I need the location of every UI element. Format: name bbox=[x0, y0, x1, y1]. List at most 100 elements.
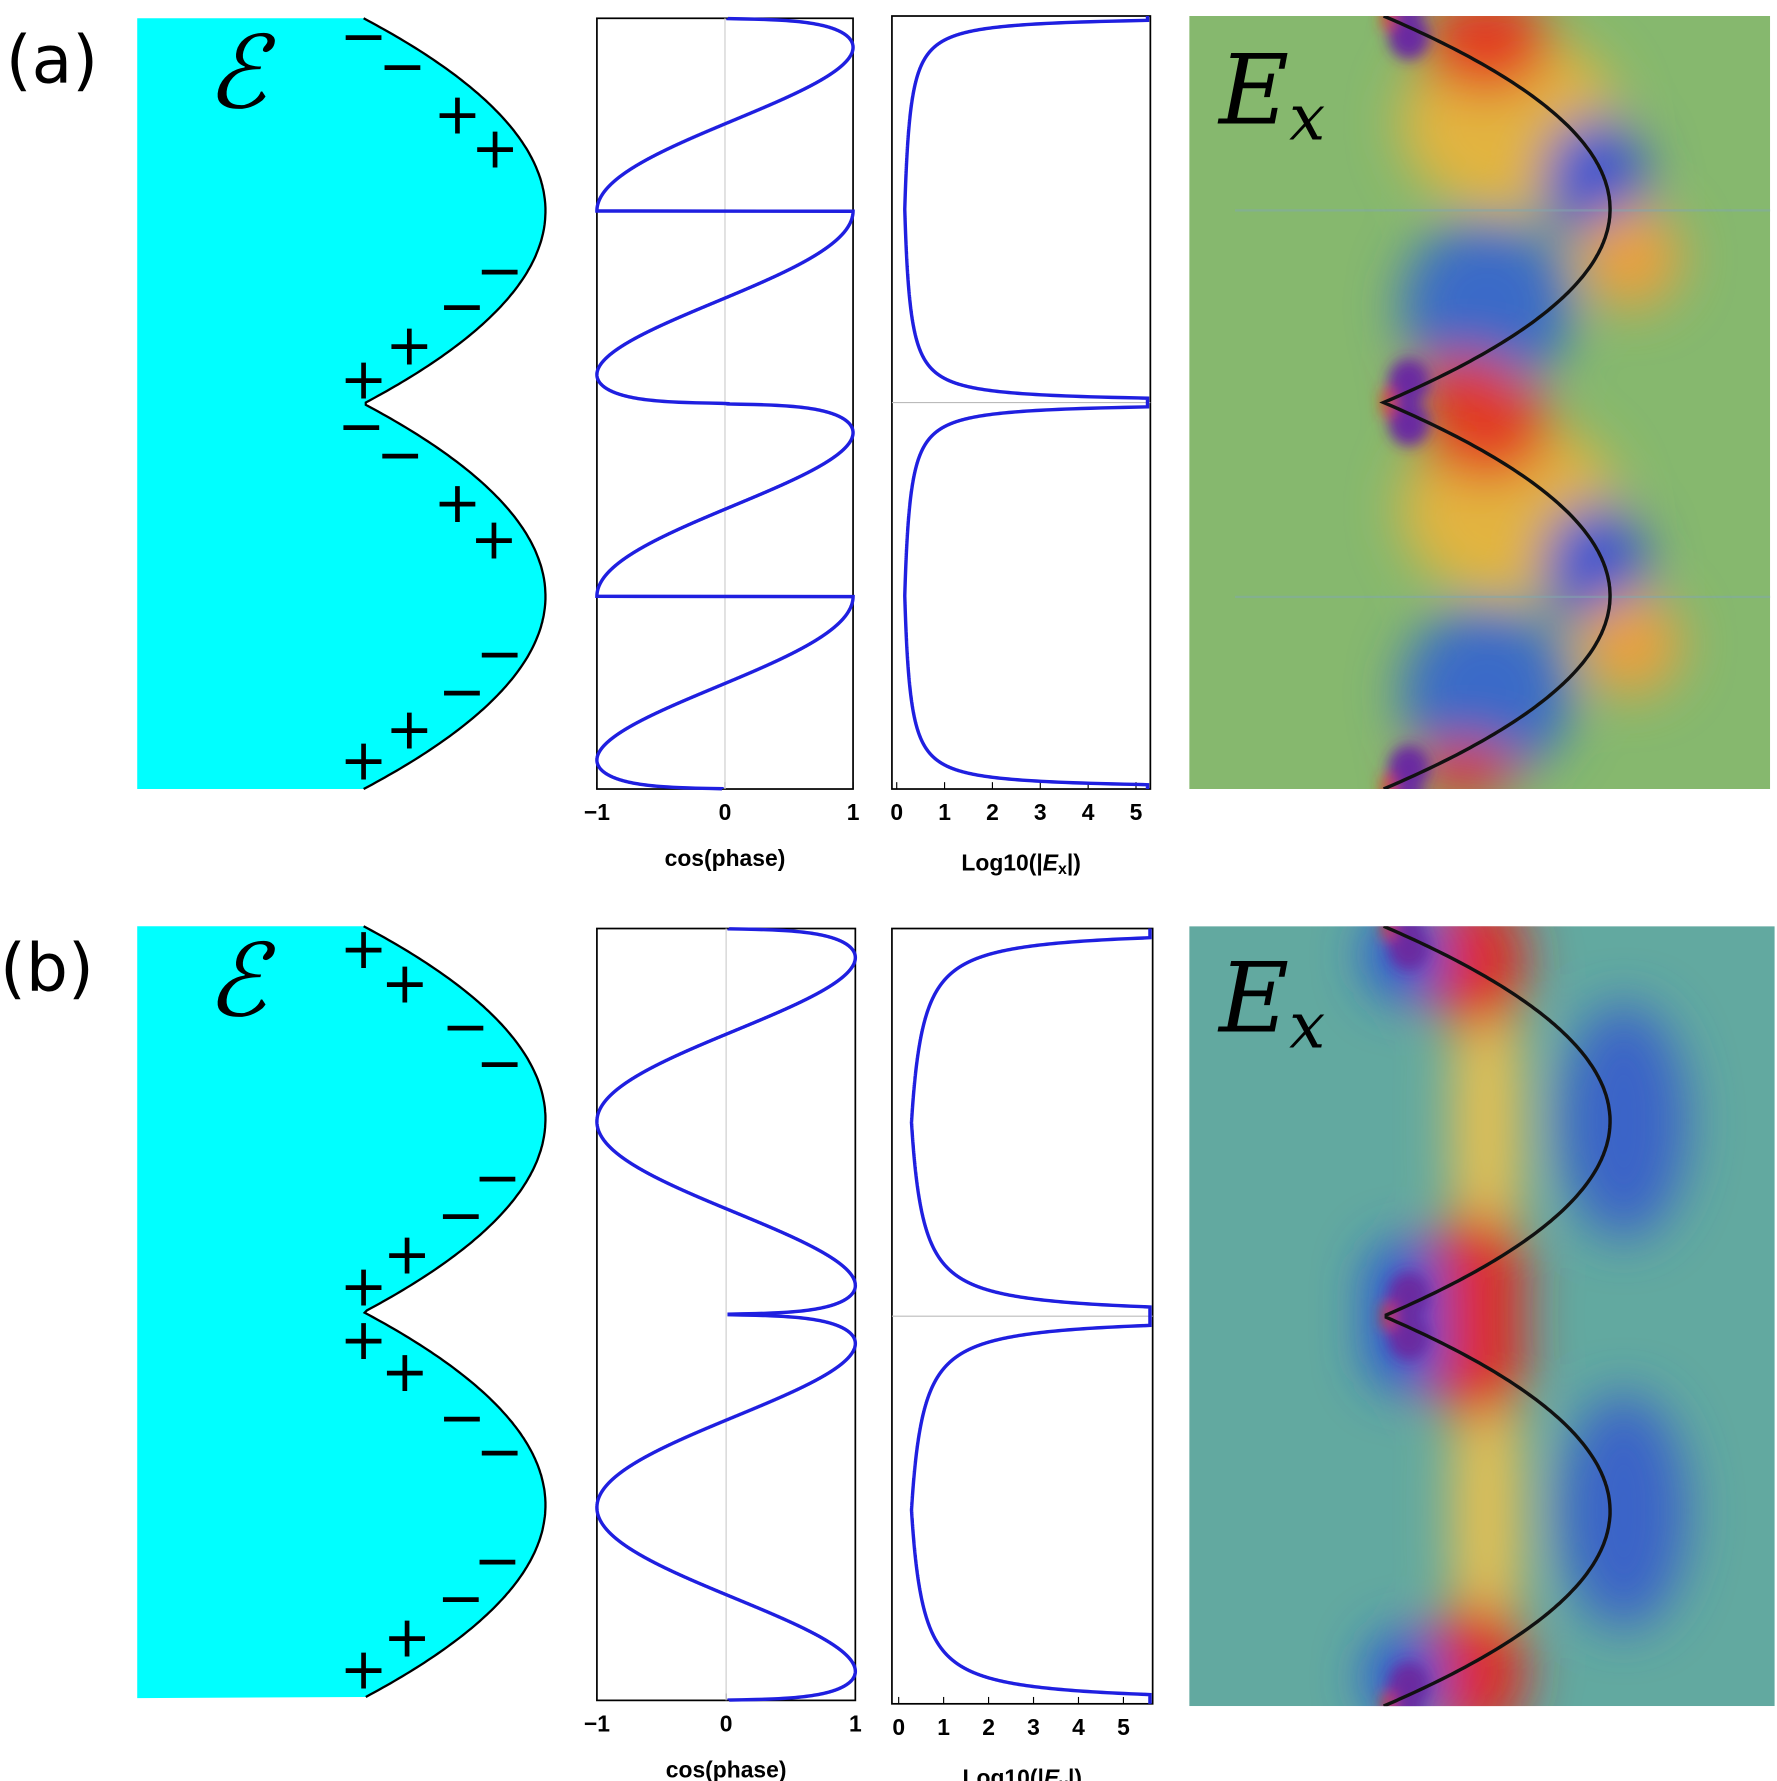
x-tick-label: 4 bbox=[1072, 1714, 1085, 1740]
x-axis-label-part: E bbox=[1043, 850, 1059, 876]
charge: + bbox=[383, 1604, 431, 1670]
interface bbox=[362, 925, 547, 1698]
interface bbox=[1382, 926, 1612, 1707]
charge: − bbox=[476, 238, 524, 304]
field-blob bbox=[1388, 745, 1430, 790]
x-axis-label: cos(phase) bbox=[666, 1756, 787, 1781]
x-tick-label: 1 bbox=[849, 1711, 862, 1737]
charge: + bbox=[381, 950, 429, 1016]
map-label-main: E bbox=[1217, 942, 1289, 1054]
charge: − bbox=[438, 1385, 486, 1451]
x-tick-label: 5 bbox=[1130, 799, 1143, 825]
charge: − bbox=[438, 659, 486, 725]
charge: − bbox=[337, 394, 385, 460]
charge: + bbox=[383, 1221, 431, 1287]
field-blob bbox=[1388, 1313, 1430, 1360]
charge: + bbox=[340, 1253, 388, 1319]
x-tick-label: 2 bbox=[982, 1714, 995, 1740]
dielectric bbox=[137, 926, 546, 1699]
field-blob bbox=[1412, 741, 1516, 790]
charge: + bbox=[470, 507, 518, 573]
x-axis-label-part: |) bbox=[1068, 1764, 1082, 1781]
curve bbox=[903, 16, 1150, 790]
x-axis-label-part: x bbox=[1058, 861, 1067, 878]
field-blob bbox=[1399, 16, 1418, 19]
map-label-sub: x bbox=[1289, 82, 1325, 156]
field-blob bbox=[1423, 1281, 1527, 1420]
charge: + bbox=[471, 116, 519, 182]
charge: − bbox=[437, 1566, 485, 1632]
epsilon-label: ℰ bbox=[206, 922, 276, 1039]
field-blob bbox=[1381, 2, 1395, 16]
x-tick-label: 4 bbox=[1082, 799, 1095, 825]
x-axis-label-part: Log10(| bbox=[961, 850, 1042, 876]
field-blob bbox=[1399, 1703, 1418, 1707]
charge: − bbox=[438, 273, 486, 339]
x-tick-label: 0 bbox=[890, 799, 903, 825]
field-blob bbox=[1423, 1603, 1527, 1707]
epsilon-label: ℰ bbox=[206, 14, 276, 131]
field-blob bbox=[1578, 592, 1681, 696]
map-sharp bbox=[1381, 2, 1430, 803]
charge: + bbox=[340, 347, 388, 413]
x-tick-label: 1 bbox=[847, 799, 860, 825]
field-blob bbox=[1560, 1394, 1687, 1629]
charge: + bbox=[381, 1339, 429, 1405]
field-blob bbox=[1578, 206, 1681, 310]
panel-label: (a) bbox=[6, 20, 98, 98]
map-blur bbox=[1400, 16, 1681, 790]
x-tick-label: 1 bbox=[938, 799, 951, 825]
charge: − bbox=[476, 621, 524, 687]
charge: + bbox=[340, 1307, 388, 1373]
x-tick-label: 3 bbox=[1027, 1714, 1040, 1740]
charge: − bbox=[476, 1030, 524, 1096]
charge: + bbox=[340, 916, 388, 982]
map-label-main: E bbox=[1217, 34, 1289, 146]
charge: + bbox=[340, 727, 388, 793]
charge: + bbox=[385, 697, 433, 763]
field-blob bbox=[1399, 926, 1418, 929]
curve bbox=[595, 927, 858, 1702]
field-blob bbox=[1381, 1706, 1395, 1720]
field-map bbox=[1189, 913, 1775, 1720]
charge: + bbox=[433, 81, 481, 147]
x-tick-label: 0 bbox=[719, 799, 732, 825]
x-tick-label: 5 bbox=[1117, 1714, 1130, 1740]
field-blob bbox=[1388, 1662, 1430, 1707]
field-blob bbox=[1381, 913, 1395, 927]
x-axis-label: Log10(|Ex|) bbox=[961, 850, 1080, 879]
field-blob bbox=[1423, 376, 1550, 480]
charge: + bbox=[385, 312, 433, 378]
field-blob bbox=[1399, 786, 1418, 790]
charge: − bbox=[473, 1145, 521, 1211]
x-axis-label: cos(phase) bbox=[665, 845, 786, 871]
field-blob bbox=[1423, 926, 1527, 1030]
field-blob bbox=[1388, 16, 1430, 60]
field-blob bbox=[1400, 220, 1573, 392]
field-map bbox=[1189, 2, 1771, 803]
charge: − bbox=[441, 994, 489, 1060]
x-axis-label: Log10(|Ex|) bbox=[963, 1764, 1083, 1781]
charge: − bbox=[476, 1419, 524, 1485]
x-tick-label: −1 bbox=[584, 799, 610, 825]
panel-label: (b) bbox=[0, 928, 94, 1006]
charge: + bbox=[433, 470, 481, 536]
x-tick-label: 1 bbox=[937, 1714, 950, 1740]
map-step bbox=[1234, 595, 1771, 599]
field-blob bbox=[1560, 1004, 1687, 1239]
charge: − bbox=[473, 1528, 521, 1594]
charge: − bbox=[379, 33, 427, 99]
map-label-sub: x bbox=[1289, 989, 1325, 1063]
charge: + bbox=[340, 1637, 388, 1703]
field-blob bbox=[1388, 926, 1430, 970]
field-blob bbox=[1388, 359, 1430, 405]
x-axis-label-part: Log10(| bbox=[963, 1764, 1044, 1781]
charge: − bbox=[340, 4, 388, 70]
x-tick-label: 2 bbox=[986, 799, 999, 825]
interface bbox=[363, 17, 547, 791]
field-blob bbox=[1381, 789, 1395, 803]
charge: − bbox=[376, 422, 424, 488]
charge: − bbox=[437, 1183, 485, 1249]
curve bbox=[595, 16, 855, 791]
